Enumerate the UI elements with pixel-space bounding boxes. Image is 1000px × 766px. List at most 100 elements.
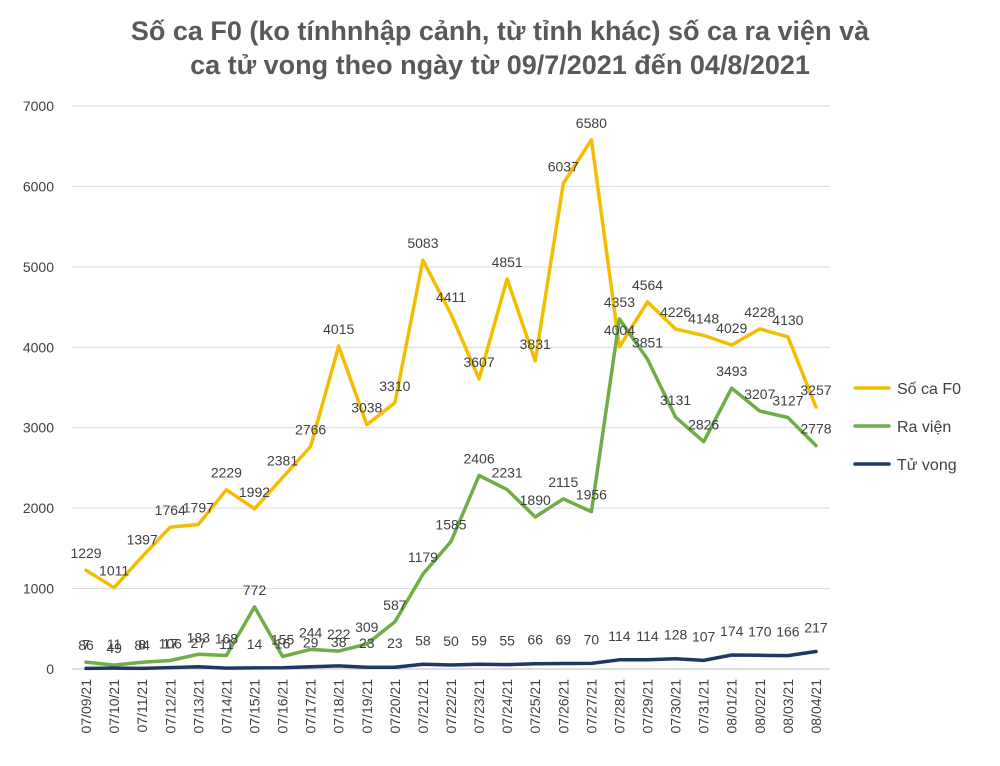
y-tick-label: 4000 [23, 339, 54, 355]
data-label-series-2: 587 [383, 597, 407, 613]
data-label-series-2: 3131 [660, 392, 691, 408]
data-label-series-1: 5083 [407, 235, 438, 251]
data-label-series-1: 1797 [183, 499, 214, 515]
y-tick-label: 7000 [23, 98, 54, 114]
data-label-series-2: 1890 [520, 492, 551, 508]
data-label-series-3: 55 [499, 633, 515, 649]
data-label-series-3: 50 [443, 633, 459, 649]
data-label-series-3: 11 [219, 636, 234, 652]
x-tick-label: 07/30/21 [668, 679, 684, 734]
data-label-series-2: 1179 [408, 549, 438, 565]
data-label-series-2: 1585 [435, 517, 466, 533]
data-label-series-1: 2766 [295, 422, 326, 438]
data-label-series-2: 86 [78, 637, 94, 653]
data-label-series-2: 772 [243, 582, 267, 598]
legend-label-2: Ra viện [897, 419, 951, 436]
x-tick-label: 07/12/21 [162, 679, 178, 734]
x-tick-label: 07/20/21 [387, 679, 403, 734]
data-label-series-3: 16 [275, 636, 291, 652]
x-tick-label: 08/03/21 [780, 679, 796, 734]
data-label-series-1: 1229 [70, 545, 101, 561]
data-label-series-2: 3493 [716, 363, 747, 379]
x-tick-label: 07/31/21 [696, 679, 712, 734]
data-label-series-1: 3038 [351, 400, 382, 416]
data-label-series-1: 1992 [239, 484, 270, 500]
series-line-3 [84, 649, 818, 671]
data-label-series-3: 23 [359, 635, 375, 651]
data-label-series-1: 4411 [436, 289, 466, 305]
data-label-series-1: 4004 [604, 322, 635, 338]
data-label-series-2: 244 [299, 624, 323, 640]
data-label-series-3: 58 [415, 632, 431, 648]
data-label-series-2: 3127 [772, 392, 803, 408]
x-tick-label: 07/23/21 [471, 679, 487, 734]
data-label-series-3: 217 [804, 620, 828, 636]
data-label-series-1: 6037 [548, 158, 579, 174]
legend-label-3: Tử vong [897, 457, 957, 474]
data-label-series-3: 7 [82, 636, 90, 652]
data-label-series-3: 70 [584, 631, 600, 647]
x-tick-label: 07/21/21 [415, 679, 431, 734]
data-label-series-2: 4353 [604, 294, 635, 310]
x-tick-label: 07/18/21 [331, 679, 347, 734]
data-label-series-1: 4148 [688, 310, 719, 326]
y-tick-label: 5000 [23, 259, 54, 275]
x-tick-label: 07/11/21 [134, 679, 150, 733]
data-label-series-3: 66 [527, 632, 543, 648]
data-label-series-3: 23 [387, 635, 403, 651]
x-tick-label: 07/16/21 [275, 679, 291, 734]
x-tick-label: 08/01/21 [724, 679, 740, 734]
data-label-series-1: 4130 [772, 312, 803, 328]
data-label-series-1: 3257 [800, 382, 831, 398]
legend-label-1: Số ca F0 [897, 381, 961, 398]
data-label-series-3: 11 [107, 636, 122, 652]
data-label-series-1: 3310 [379, 378, 410, 394]
x-tick-label: 07/19/21 [359, 679, 375, 734]
chart-title-line2: ca tử vong theo ngày từ 09/7/2021 đến 04… [190, 50, 810, 80]
chart-title: Số ca F0 (ko tínhnhập cảnh, từ tỉnh khác… [0, 14, 1000, 82]
y-tick-label: 6000 [23, 178, 54, 194]
data-label-series-3: 174 [720, 623, 744, 639]
x-tick-label: 07/24/21 [499, 679, 515, 734]
x-tick-label: 07/26/21 [555, 679, 571, 734]
x-tick-label: 07/27/21 [583, 679, 599, 734]
data-label-series-2: 168 [215, 630, 239, 646]
data-label-series-1: 4564 [632, 277, 663, 293]
data-label-series-3: 114 [608, 628, 631, 644]
data-label-series-1: 1397 [127, 532, 158, 548]
x-tick-label: 07/13/21 [190, 679, 206, 734]
data-label-series-2: 309 [355, 619, 379, 635]
x-tick-label: 07/29/21 [640, 679, 656, 734]
data-label-series-1: 1764 [155, 502, 186, 518]
data-label-series-1: 4226 [660, 304, 691, 320]
data-label-series-1: 2229 [211, 465, 242, 481]
y-tick-label: 2000 [23, 500, 54, 516]
data-label-series-1: 3607 [463, 354, 494, 370]
data-label-series-2: 2115 [548, 474, 578, 490]
data-label-series-3: 8 [138, 636, 146, 652]
data-label-series-1: 4029 [716, 320, 747, 336]
series-line-1 [84, 138, 818, 590]
data-label-series-3: 17 [162, 636, 178, 652]
x-tick-label: 07/17/21 [303, 679, 319, 734]
x-tick-label: 07/09/21 [78, 679, 94, 734]
data-label-series-2: 222 [327, 626, 351, 642]
data-label-series-2: 84 [134, 637, 150, 653]
x-tick-label: 07/25/21 [527, 679, 543, 734]
x-tick-label: 08/04/21 [808, 679, 824, 734]
data-label-series-2: 155 [271, 632, 295, 648]
x-tick-label: 07/15/21 [246, 679, 262, 734]
x-tick-label: 08/02/21 [752, 679, 768, 734]
data-label-series-1: 4015 [323, 321, 354, 337]
data-label-series-2: 1956 [576, 487, 607, 503]
data-label-series-3: 29 [303, 635, 319, 651]
data-label-series-3: 14 [247, 636, 263, 652]
data-label-series-3: 166 [776, 624, 800, 640]
y-tick-label: 0 [46, 661, 54, 677]
data-label-series-3: 170 [748, 623, 772, 639]
data-label-series-1: 1011 [99, 563, 129, 579]
x-tick-label: 07/22/21 [443, 679, 459, 734]
data-label-series-2: 49 [106, 640, 122, 656]
